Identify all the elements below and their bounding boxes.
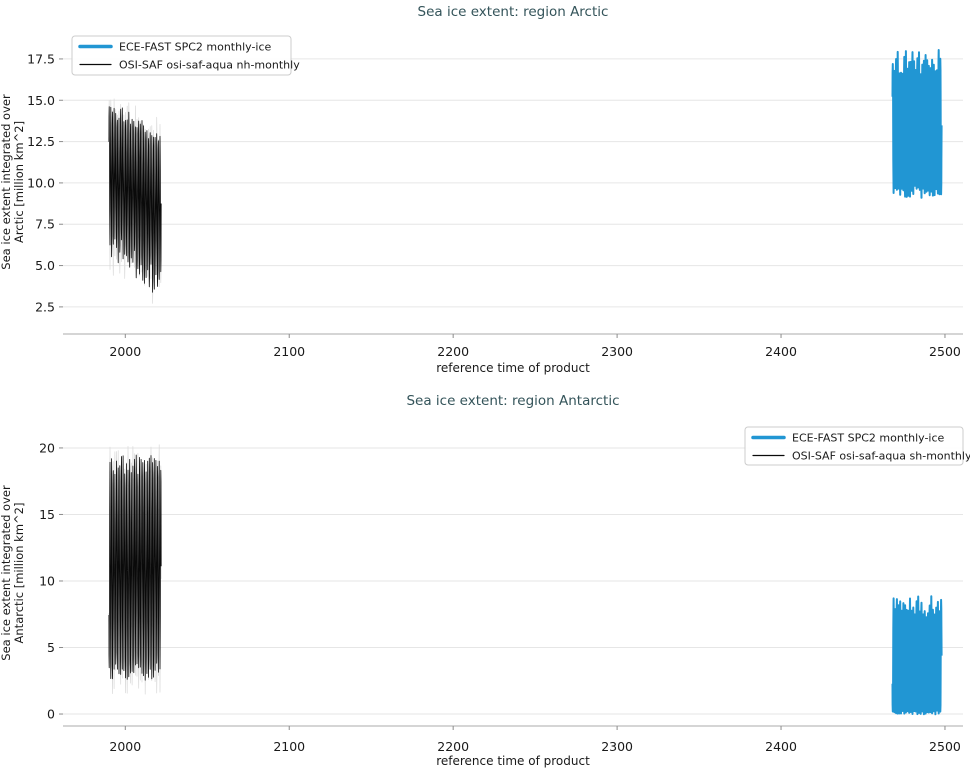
series-line-osi-saf-osi-saf-aqua-nh-monthly: [108, 106, 162, 293]
y-tick-label: 10.0: [27, 175, 55, 190]
legend-label: ECE-FAST SPC2 monthly-ice: [792, 432, 945, 445]
x-tick-label: 2000: [109, 739, 141, 754]
x-tick-label: 2500: [929, 739, 961, 754]
x-tick-label: 2100: [273, 344, 305, 359]
legend-label: ECE-FAST SPC2 monthly-ice: [119, 41, 272, 54]
series-line-ece-fast-spc2-monthly-ice: [891, 595, 943, 716]
x-axis-label: reference time of product: [436, 361, 590, 375]
x-tick-label: 2300: [601, 739, 633, 754]
x-axis-label: reference time of product: [436, 754, 590, 768]
legend-label: OSI-SAF osi-saf-aqua nh-monthly: [119, 59, 300, 72]
y-tick-label: 12.5: [27, 134, 55, 149]
y-tick-label: 2.5: [35, 299, 55, 314]
x-tick-label: 2400: [765, 739, 797, 754]
y-tick-label: 7.5: [35, 217, 55, 232]
chart-title: Sea ice extent: region Antarctic: [406, 393, 619, 409]
legend-box: [71, 35, 292, 76]
x-tick-label: 2500: [929, 344, 961, 359]
x-tick-label: 2200: [437, 739, 469, 754]
x-tick-label: 2300: [601, 344, 633, 359]
antarctic-sea-ice-chart: 0 5 10 15 20 2000 2100 2200 2300 2400 2500 referenc…: [0, 393, 970, 768]
x-tick-label: 2000: [109, 344, 141, 359]
chart-title: Sea ice extent: region Arctic: [418, 4, 609, 20]
series-line-ece-fast-spc2-monthly-ice: [891, 49, 943, 199]
y-axis-label: Sea ice extent integrated over: [0, 94, 13, 270]
y-tick-label: 5: [47, 640, 55, 655]
x-tick-label: 2200: [437, 344, 469, 359]
y-tick-label: 17.5: [27, 51, 55, 66]
y-tick-label: 5.0: [35, 258, 55, 273]
x-tick-label: 2100: [273, 739, 305, 754]
legend-label: OSI-SAF osi-saf-aqua sh-monthly: [792, 450, 970, 463]
y-axis-label: Antarctic [million km^2]: [12, 503, 26, 644]
legend-box: [744, 426, 964, 466]
x-tick-label: 2400: [765, 344, 797, 359]
series-line-osi-saf-osi-saf-aqua-sh-monthly: [108, 454, 162, 681]
y-axis-label: Arctic [million km^2]: [12, 121, 26, 243]
y-tick-label: 0: [47, 707, 55, 722]
y-tick-label: 15: [39, 507, 55, 522]
y-tick-label: 20: [39, 440, 55, 455]
y-axis-label: Sea ice extent integrated over: [0, 485, 13, 661]
arctic-sea-ice-chart: 2.5 5.0 7.5 10.0 12.5 15.0 17.5 2000 2100 2200 230…: [0, 4, 963, 375]
y-tick-label: 15.0: [27, 93, 55, 108]
y-tick-label: 10: [39, 573, 55, 588]
